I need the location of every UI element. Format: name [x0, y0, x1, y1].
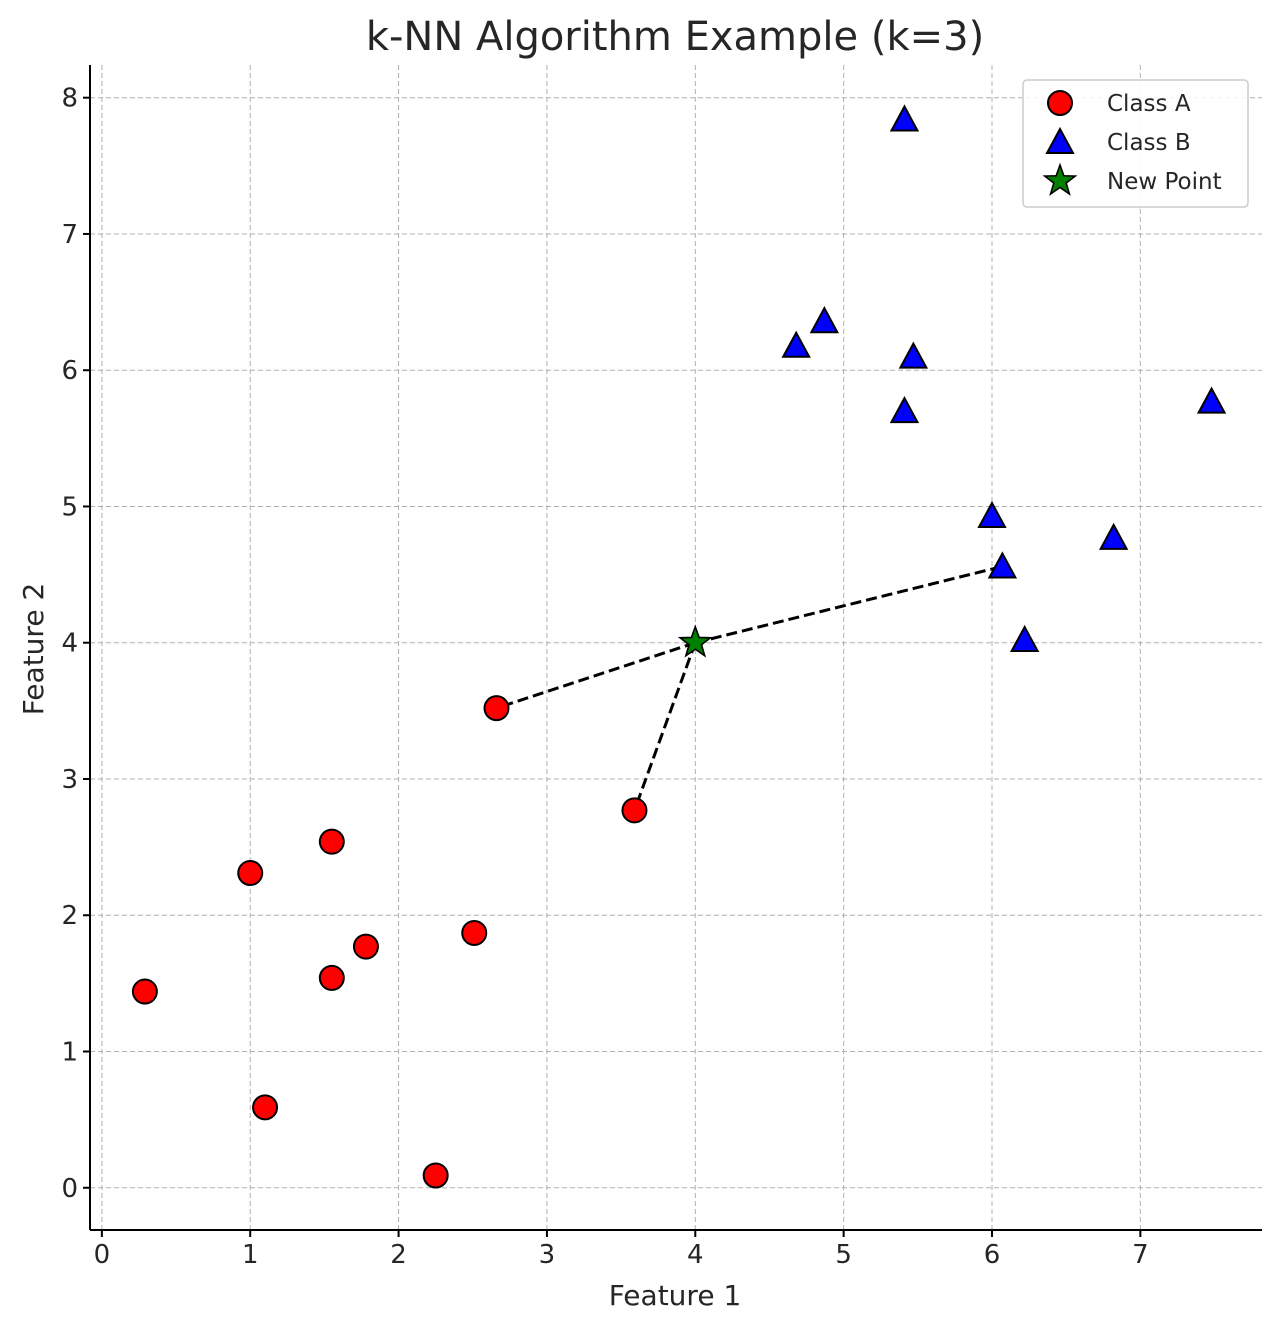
y-tick-label: 4 — [61, 629, 78, 659]
y-tick-label: 5 — [61, 492, 78, 522]
x-axis-label: Feature 1 — [609, 1279, 742, 1312]
neighbor-lines — [496, 564, 1003, 811]
class-a-point — [621, 797, 648, 824]
x-tick-label: 5 — [835, 1240, 852, 1270]
legend-label: Class B — [1107, 130, 1191, 156]
y-tick-label: 3 — [61, 765, 78, 795]
neighbor-line — [496, 641, 696, 710]
legend-marker — [1045, 126, 1075, 155]
class-a-point — [131, 978, 158, 1005]
y-axis-label: Feature 2 — [17, 583, 50, 716]
class-b-point — [898, 341, 929, 369]
y-tick-label: 0 — [61, 1174, 78, 1204]
class-a-point — [318, 828, 345, 855]
y-tick-label: 7 — [61, 220, 78, 250]
x-tick-label: 0 — [94, 1240, 111, 1270]
class-a-point — [461, 919, 488, 946]
chart-title: k-NN Algorithm Example (k=3) — [366, 14, 984, 60]
x-tick-label: 1 — [242, 1240, 259, 1270]
x-tick-label: 4 — [687, 1240, 704, 1270]
class-a-point — [422, 1162, 449, 1189]
y-tick-label: 6 — [61, 356, 78, 386]
legend-label: Class A — [1107, 91, 1191, 117]
class-b-point — [889, 395, 920, 424]
y-tick-label: 1 — [61, 1038, 78, 1068]
new-point-point — [677, 624, 713, 658]
class-b-point — [1098, 522, 1129, 550]
class-b-point — [781, 330, 811, 358]
legend-label: New Point — [1107, 169, 1222, 195]
class-b-point — [987, 551, 1018, 579]
class-b-point — [809, 306, 840, 334]
class-a-point — [237, 860, 264, 887]
legend-marker — [1047, 90, 1073, 116]
data-points — [131, 104, 1227, 1189]
class-b-point — [1009, 624, 1040, 653]
grid — [90, 65, 1262, 1230]
x-tick-label: 2 — [390, 1240, 407, 1270]
neighbor-line — [633, 642, 697, 811]
class-a-point — [352, 933, 379, 960]
y-tick-label: 2 — [61, 901, 78, 931]
class-a-point — [483, 695, 510, 722]
y-tick-label: 8 — [61, 84, 78, 114]
legend-box — [1022, 79, 1249, 208]
class-b-point — [1196, 386, 1227, 414]
class-a-point — [252, 1094, 279, 1121]
class-b-point — [889, 104, 920, 132]
x-tick-label: 7 — [1132, 1240, 1149, 1270]
neighbor-line — [694, 564, 1003, 645]
legend: Class A Class B New Point — [1022, 79, 1249, 208]
x-tick-label: 6 — [984, 1240, 1001, 1270]
x-tick-label: 3 — [539, 1240, 556, 1270]
axes: 0 1 2 3 4 5 6 7 0 1 2 3 4 5 6 7 8 — [61, 65, 1262, 1270]
class-a-point — [318, 964, 345, 991]
legend-marker — [1042, 162, 1078, 196]
class-b-point — [977, 500, 1007, 529]
